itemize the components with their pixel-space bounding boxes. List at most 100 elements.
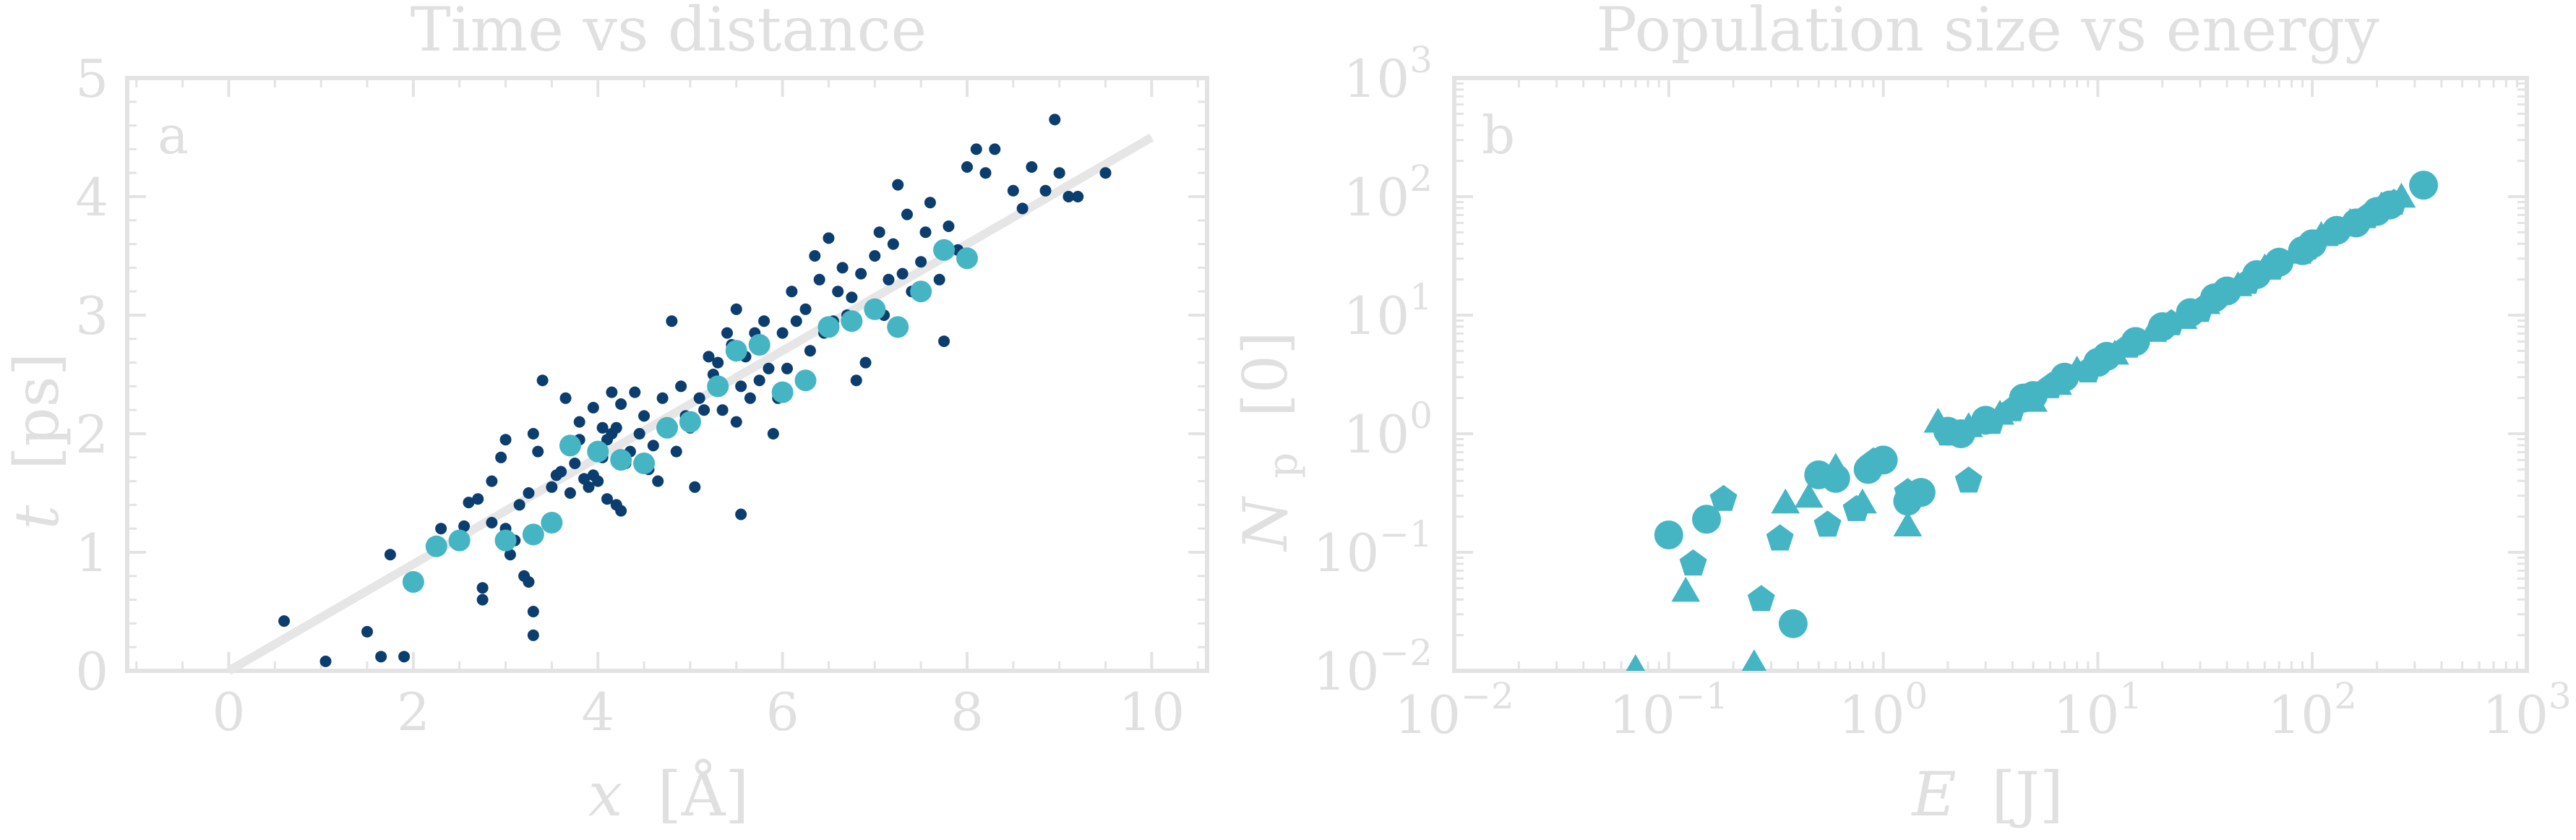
y-tick-base: 10 [1313,523,1380,583]
y-tick-base: 10 [1344,48,1410,109]
data-point-dark [961,161,973,173]
fit-line [226,133,1154,675]
x-tick-label: 10−2 [1394,675,1514,745]
data-point-triangle [1771,488,1800,514]
data-point-dark [361,625,373,638]
data-point-dark [1039,184,1052,197]
data-point-dark [693,392,705,404]
data-point-dark [463,497,475,509]
data-point-dark [435,523,447,535]
data-point-dark [989,143,1001,155]
y-tick-base: 10 [1313,641,1380,702]
data-point-light [864,298,886,320]
data-point-dark [698,404,710,416]
y-tick-exponent: 2 [1409,158,1433,200]
y-tick-label: 101 [1344,276,1433,346]
data-point-dark [523,576,535,588]
x-tick-exponent: 2 [2334,675,2357,717]
panel-label: a [158,105,189,166]
axes-frame [1452,76,2529,673]
data-point-dark [527,428,539,440]
data-point-light [707,375,729,398]
data-point-circle [2409,171,2439,200]
data-point-dark [656,392,669,404]
data-point-dark [712,356,724,369]
y-axis-subscript: p [1260,453,1307,479]
x-tick-label: 0 [212,682,246,742]
y-tick-exponent: 3 [1409,39,1433,81]
x-tick-exponent: 3 [2549,675,2572,717]
data-point-dark [472,493,484,505]
data-point-light [933,239,956,261]
data-point-dark [1099,167,1112,179]
data-point-pentagon [1894,478,1922,505]
x-tick-label: 10−1 [1609,675,1728,745]
data-point-dark [887,238,899,250]
data-point-dark [924,197,936,209]
data-point-dark [652,475,664,487]
data-point-dark [1026,161,1038,173]
data-point-dark [703,351,715,363]
x-tick-label: 103 [2482,675,2571,745]
x-axis-unit: [J] [1991,759,2063,830]
x-tick-base: 10 [1609,685,1675,745]
data-point-dark [606,386,618,398]
data-point-dark [670,445,682,458]
y-tick-exponent: 0 [1409,395,1433,437]
x-tick-label: 6 [766,682,799,742]
data-point-dark [513,499,525,511]
y-tick-label: 102 [1344,158,1433,228]
data-point-dark [559,392,572,404]
y-axis-unit: [ps] [1,353,72,470]
data-point-dark [375,651,387,663]
data-point-dark [1049,113,1061,126]
data-point-pentagon [2258,253,2286,280]
data-point-pentagon [1860,447,1887,473]
x-tick-label: 10 [1119,682,1185,742]
data-point-pentagon [1709,484,1738,511]
data-point-triangle [2100,339,2129,365]
data-point-dark [938,335,950,348]
data-point-dark [527,606,539,617]
data-point-pentagon [1747,585,1775,612]
data-point-dark [592,475,604,487]
data-point-light [841,310,863,333]
y-tick-label: 100 [1344,395,1433,465]
y-axis-variable: N [1230,496,1301,552]
y-tick-label: 3 [75,286,108,346]
data-point-light [656,416,678,439]
x-tick-exponent: 0 [1905,675,1928,717]
y-tick-base: 10 [1344,167,1410,228]
data-point-light [425,535,447,557]
x-axis-variable: x [588,759,622,830]
data-point-dark [601,493,613,505]
data-point-triangle [2138,317,2168,342]
y-axis-variable: t [1,505,72,529]
data-point-dark [892,179,904,191]
data-point-dark [721,327,733,339]
markers [1626,171,2439,671]
panel-label: b [1482,105,1515,166]
x-tick-exponent: −2 [1461,675,1514,717]
data-point-dark [896,267,909,280]
data-point-pentagon [2353,202,2381,228]
data-point-dark [767,428,779,440]
data-point-dark [476,593,489,606]
y-tick-exponent: −1 [1379,513,1433,555]
data-point-dark [647,440,659,452]
x-tick-label: 4 [581,682,614,742]
data-point-dark [675,380,687,393]
data-point-dark [583,481,595,493]
data-point-dark [536,374,549,387]
data-point-dark [278,615,291,627]
data-point-light [494,529,517,552]
data-point-dark [859,356,872,369]
data-point-pentagon [2074,356,2102,382]
x-axis-unit: [Å] [658,758,749,830]
data-point-light [633,453,656,474]
data-point-dark [523,487,535,499]
x-axis-label: E [J] [1910,759,2063,830]
data-point-pentagon [1766,524,1794,551]
data-point-dark [786,286,798,298]
y-tick-label: 2 [75,404,108,465]
